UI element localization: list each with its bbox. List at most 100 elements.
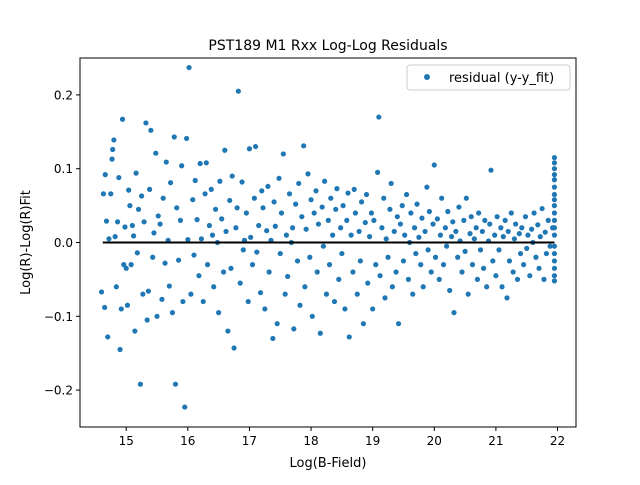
data-point [311, 210, 317, 216]
data-point [453, 228, 459, 235]
data-point [131, 233, 137, 239]
data-point [381, 195, 387, 201]
data-point [291, 326, 297, 332]
data-point [551, 184, 558, 190]
data-point [444, 243, 450, 249]
data-point [323, 291, 330, 297]
data-point [277, 250, 283, 257]
data-point [174, 205, 180, 211]
data-point [551, 258, 558, 264]
data-point [462, 248, 468, 254]
data-point [212, 206, 219, 212]
data-point [122, 224, 128, 230]
data-point [219, 216, 225, 222]
data-point [271, 199, 277, 205]
data-point [206, 222, 212, 229]
data-point [513, 221, 519, 227]
data-point [531, 210, 537, 216]
data-point [109, 156, 115, 162]
data-point [280, 151, 286, 157]
data-point [282, 291, 288, 297]
data-point [123, 265, 129, 271]
data-point [239, 179, 245, 185]
data-point [424, 184, 430, 190]
data-point [116, 174, 122, 181]
data-point [121, 262, 127, 268]
data-point [297, 302, 303, 308]
data-point [336, 276, 342, 282]
data-point [169, 310, 176, 316]
x-tick-label: 16 [180, 434, 195, 448]
data-point [360, 321, 367, 327]
data-point [305, 171, 311, 177]
data-point [151, 230, 157, 236]
data-point [248, 234, 254, 240]
data-point [473, 225, 479, 231]
data-point [373, 262, 379, 268]
data-point [551, 278, 558, 284]
data-point [399, 203, 405, 209]
data-point [517, 250, 524, 257]
data-point [445, 208, 451, 215]
data-point [235, 88, 241, 94]
data-point [299, 214, 305, 220]
data-point [198, 236, 204, 242]
data-point [154, 313, 160, 319]
data-point [545, 217, 551, 223]
data-point [246, 146, 253, 152]
data-point [551, 232, 558, 238]
data-point [128, 262, 134, 268]
data-point [148, 127, 154, 133]
y-tick-label: −0.2 [44, 384, 73, 398]
data-point [103, 218, 110, 224]
data-point [493, 273, 499, 279]
data-point [397, 221, 403, 227]
data-point [428, 269, 434, 275]
data-point [105, 334, 111, 340]
data-point [180, 298, 186, 305]
data-point [476, 210, 482, 216]
data-point [551, 210, 558, 216]
data-point [463, 195, 469, 201]
data-point [257, 290, 264, 296]
data-point [516, 231, 522, 237]
data-point [382, 295, 388, 301]
data-point [129, 222, 135, 229]
data-point [253, 143, 259, 150]
data-point [110, 146, 116, 153]
data-point [358, 199, 365, 205]
data-point [511, 236, 517, 242]
data-point [328, 195, 334, 201]
data-point [379, 225, 385, 231]
data-point [357, 258, 363, 264]
data-point [338, 225, 344, 231]
data-point [179, 163, 185, 169]
data-point [274, 321, 280, 327]
data-point [416, 234, 422, 240]
data-point [145, 288, 151, 294]
data-point [278, 210, 285, 216]
data-point [461, 217, 467, 223]
chart-title: PST189 M1 Rxx Log-Log Residuals [208, 38, 447, 54]
data-point [408, 210, 414, 216]
data-point [362, 219, 368, 226]
data-point [314, 269, 320, 275]
data-point [537, 234, 543, 240]
data-point [240, 247, 246, 253]
y-tick-label: −0.1 [44, 310, 73, 324]
data-point [270, 335, 276, 342]
data-point [451, 310, 457, 316]
legend-box [406, 64, 571, 91]
data-point [112, 234, 118, 240]
data-point [375, 169, 381, 175]
data-point [220, 269, 227, 275]
data-point [376, 114, 382, 120]
data-point [111, 137, 117, 143]
data-point [551, 177, 558, 183]
data-point [166, 283, 172, 289]
data-point [340, 203, 346, 209]
data-point [494, 214, 500, 220]
data-point [118, 306, 124, 312]
data-point [385, 254, 391, 260]
